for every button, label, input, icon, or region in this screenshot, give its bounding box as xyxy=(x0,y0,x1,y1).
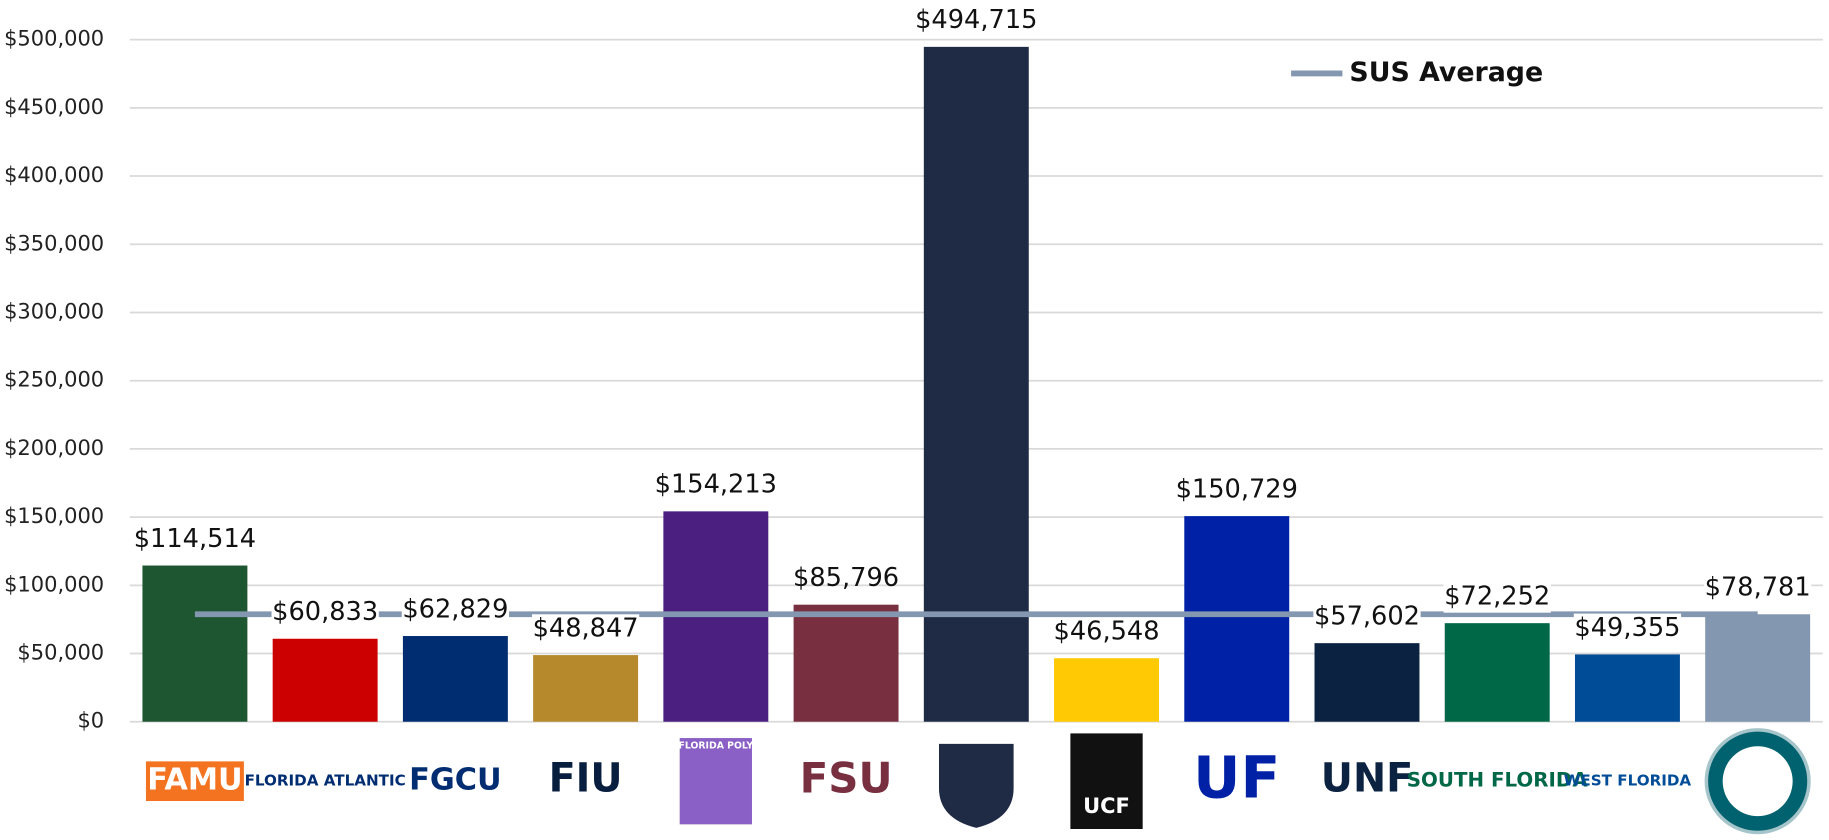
x-tick-label: FLORIDA ATLANTIC xyxy=(245,772,406,790)
x-tick-label: FLORIDA POLY xyxy=(679,741,754,752)
value-label: $46,548 xyxy=(1054,617,1160,647)
bar xyxy=(793,604,899,722)
seal-inner xyxy=(1722,746,1793,817)
bar xyxy=(402,636,508,722)
bar xyxy=(142,565,248,722)
x-tick-label: FAMU xyxy=(147,763,242,798)
label-background xyxy=(401,595,510,626)
label-background xyxy=(271,597,379,629)
label-background xyxy=(531,614,640,645)
value-label: $154,213 xyxy=(655,470,777,500)
bar xyxy=(1184,516,1290,722)
logo-box xyxy=(679,738,752,825)
value-label: $85,796 xyxy=(793,563,899,593)
y-tick-label: $150,000 xyxy=(4,504,104,528)
x-tick-label: FGCU xyxy=(409,763,501,798)
value-label: $78,781 xyxy=(1705,573,1811,603)
y-tick-label: $250,000 xyxy=(4,368,104,392)
x-tick-label: UNF xyxy=(1321,756,1413,802)
bar xyxy=(272,638,378,722)
value-label: $62,829 xyxy=(402,594,508,624)
logo-box xyxy=(145,761,244,802)
x-tick-label: WEST FLORIDA xyxy=(1564,772,1692,790)
y-tick-label: $500,000 xyxy=(4,27,104,51)
bar xyxy=(1054,658,1159,722)
y-tick-label: $450,000 xyxy=(4,95,104,119)
value-label: $494,715 xyxy=(915,5,1037,35)
x-tick-label: UCF xyxy=(1083,794,1130,818)
bar xyxy=(1574,654,1680,722)
y-tick-label: $200,000 xyxy=(4,436,104,460)
x-tick-label: UF xyxy=(1193,743,1280,811)
logo-box xyxy=(1070,733,1143,830)
shield-logo xyxy=(938,743,1014,828)
label-background xyxy=(1704,573,1812,604)
label-background xyxy=(1443,582,1551,613)
bar xyxy=(533,655,639,722)
bar xyxy=(923,46,1029,722)
label-background xyxy=(1573,613,1682,644)
bar xyxy=(1314,643,1420,722)
value-label: $114,514 xyxy=(134,524,256,554)
y-tick-label: $100,000 xyxy=(4,572,104,596)
x-tick-label: FSU xyxy=(800,754,893,803)
value-label: $57,602 xyxy=(1314,602,1420,632)
y-tick-label: $400,000 xyxy=(4,163,104,187)
x-tick-label: FIU xyxy=(549,756,623,802)
x-tick-label: SOUTH FLORIDA xyxy=(1407,769,1589,792)
y-tick-label: $300,000 xyxy=(4,299,104,323)
value-label: $60,833 xyxy=(272,597,378,627)
bar xyxy=(1444,623,1550,722)
y-tick-label: $50,000 xyxy=(17,641,104,665)
value-label: $48,847 xyxy=(533,613,639,643)
legend-label: SUS Average xyxy=(1349,57,1543,88)
y-tick-label: $0 xyxy=(77,709,104,733)
y-tick-label: $350,000 xyxy=(4,231,104,255)
value-label: $150,729 xyxy=(1176,474,1298,504)
value-label: $72,252 xyxy=(1444,582,1550,612)
value-label: $49,355 xyxy=(1574,613,1680,643)
bar xyxy=(1705,614,1811,722)
label-background xyxy=(1313,602,1421,633)
